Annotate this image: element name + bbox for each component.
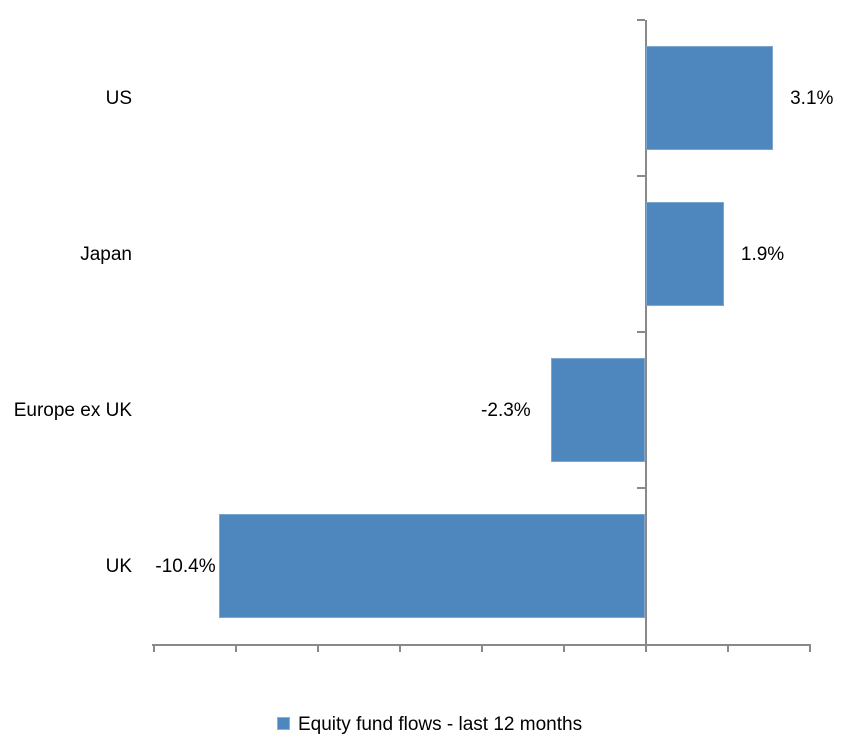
x-tick-mark	[153, 644, 155, 652]
category-tick-mark	[637, 19, 645, 21]
x-tick-mark	[235, 644, 237, 652]
x-tick-mark	[399, 644, 401, 652]
category-tick-mark	[637, 487, 645, 489]
legend-swatch	[277, 717, 290, 730]
category-label-japan: Japan	[80, 243, 132, 265]
x-tick-mark	[481, 644, 483, 652]
x-tick-mark	[317, 644, 319, 652]
legend-label: Equity fund flows - last 12 months	[298, 714, 583, 735]
x-tick-mark	[727, 644, 729, 652]
category-label-europe-ex-uk: Europe ex UK	[13, 399, 132, 421]
x-tick-mark	[645, 644, 647, 652]
value-label-japan: 1.9%	[740, 243, 785, 265]
category-tick-mark	[637, 331, 645, 333]
category-label-uk: UK	[105, 555, 132, 577]
value-label-us: 3.1%	[790, 87, 834, 109]
x-tick-mark	[809, 644, 811, 652]
value-label-europe-ex-uk: -2.3%	[481, 399, 531, 421]
bar-us	[646, 46, 774, 150]
zero-axis-line	[645, 20, 647, 652]
value-label-uk: -10.4%	[155, 555, 216, 577]
bar-japan	[646, 202, 724, 306]
x-tick-mark	[563, 644, 565, 652]
legend: Equity fund flows - last 12 months	[0, 712, 852, 742]
bar-europe-ex-uk	[550, 358, 645, 462]
bar-uk	[218, 514, 645, 618]
category-label-us: US	[105, 87, 132, 109]
category-tick-mark	[637, 175, 645, 177]
